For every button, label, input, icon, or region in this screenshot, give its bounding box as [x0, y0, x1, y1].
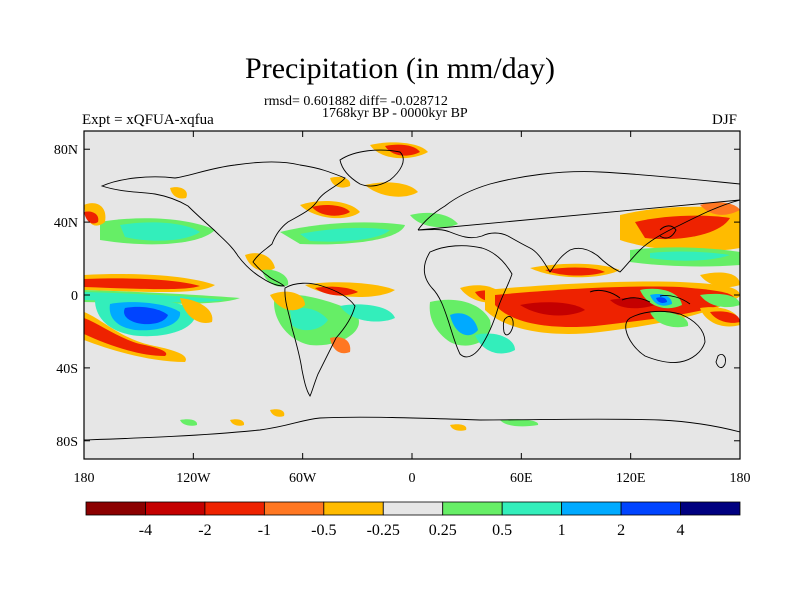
coastline-indonesia	[589, 289, 691, 305]
colorbar-swatch	[620, 501, 681, 516]
anomaly-region	[180, 419, 198, 426]
anomaly-region	[520, 302, 585, 316]
x-tick-label: 180	[74, 471, 95, 486]
anomaly-region	[656, 297, 667, 303]
anomaly-region	[500, 419, 539, 427]
coastline-eurasia	[417, 171, 740, 273]
anomaly-region	[230, 419, 245, 426]
colorbar-swatch	[204, 501, 265, 516]
colorbar-swatch	[501, 501, 563, 516]
coastline-north-america	[100, 161, 346, 287]
x-tick-label: 180	[730, 471, 751, 486]
anomaly-region	[450, 313, 478, 336]
anomaly-region	[700, 202, 740, 215]
x-tick-label: 60E	[510, 471, 533, 486]
colorbar-swatch	[85, 501, 146, 516]
anomaly-region	[315, 286, 358, 296]
experiment-label: Expt = xQFUA-xqfua	[82, 112, 214, 128]
stats-subtitle: rmsd= 0.601882 diff= -0.028712	[264, 94, 448, 109]
anomaly-region	[650, 311, 689, 328]
colorbar-swatch	[561, 501, 622, 516]
colorbar-label: 4	[677, 522, 685, 539]
anomaly-region	[312, 204, 350, 216]
coastlines	[84, 149, 740, 441]
anomaly-region	[475, 333, 515, 354]
anomaly-region	[270, 409, 285, 417]
coastline-australia	[625, 310, 706, 363]
y-tick-label: 80S	[56, 435, 78, 450]
anomaly-region	[340, 304, 395, 322]
anomaly-region	[650, 251, 730, 261]
anomaly-fields	[84, 142, 740, 431]
coastline-greenland	[339, 149, 404, 187]
anomaly-region	[545, 267, 605, 276]
anomaly-region	[124, 306, 168, 325]
anomaly-region	[270, 291, 305, 311]
y-tick-label: 40S	[56, 362, 78, 377]
coastline-madagascar	[502, 315, 514, 336]
coastline-africa	[423, 245, 513, 358]
anomaly-region	[180, 298, 213, 323]
anomaly-region	[610, 297, 655, 309]
y-tick-label: 80N	[54, 143, 78, 158]
period-subtitle: 1768kyr BP - 0000kyr BP	[322, 106, 468, 121]
anomaly-region	[330, 337, 351, 354]
colorbar-label: -2	[198, 522, 211, 539]
anomaly-region	[365, 182, 418, 197]
colorbar-label: -4	[139, 522, 152, 539]
colorbar-swatch	[442, 501, 503, 516]
coastline-antarctica	[84, 416, 740, 441]
colorbar-label: -1	[258, 522, 271, 539]
anomaly-region	[450, 424, 467, 431]
anomaly-region	[710, 311, 740, 323]
anomaly-region	[700, 272, 740, 288]
colorbar: -4 -2 -1 -0.5 -0.25 0.25 0.5 1 2 4	[85, 501, 741, 539]
anomaly-region	[84, 318, 167, 356]
plot-title: Precipitation (in mm/day)	[245, 52, 555, 85]
colorbar-label: 0.25	[429, 522, 457, 539]
anomaly-region	[300, 227, 390, 242]
colorbar-swatch	[263, 501, 325, 516]
colorbar-label: 0.5	[492, 522, 512, 539]
x-tick-label: 0	[409, 471, 416, 486]
colorbar-label: 1	[558, 522, 566, 539]
colorbar-swatch	[680, 501, 741, 516]
anomaly-region	[120, 222, 200, 241]
anomaly-region	[170, 187, 187, 199]
anomaly-region	[245, 253, 275, 272]
anomaly-region	[700, 293, 740, 308]
x-axis: 180 120W 60W 0 60E 120E 180	[74, 131, 751, 486]
season-label: DJF	[712, 112, 738, 128]
anomaly-region	[635, 215, 730, 240]
y-tick-label: 40N	[54, 216, 78, 231]
colorbar-label: 2	[617, 522, 625, 539]
coastline-japan	[659, 225, 677, 239]
y-axis: 80N 40N 0 40S 80S	[54, 143, 740, 450]
y-tick-label: 0	[71, 289, 78, 304]
x-tick-label: 60W	[289, 471, 317, 486]
colorbar-label: -0.5	[311, 522, 336, 539]
colorbar-swatch	[323, 501, 384, 516]
x-tick-label: 120E	[616, 471, 646, 486]
colorbar-label: -0.25	[367, 522, 400, 539]
x-tick-label: 120W	[176, 471, 211, 486]
anomaly-region	[410, 212, 458, 228]
anomaly-region	[262, 269, 289, 287]
anomaly-region	[290, 308, 328, 331]
anomaly-region	[84, 211, 99, 224]
coastline-new-zealand	[715, 353, 726, 369]
coastline-south-america	[284, 282, 356, 397]
colorbar-swatch	[145, 501, 206, 516]
colorbar-swatch	[382, 501, 444, 516]
anomaly-region	[84, 278, 200, 290]
anomaly-region	[385, 144, 420, 156]
